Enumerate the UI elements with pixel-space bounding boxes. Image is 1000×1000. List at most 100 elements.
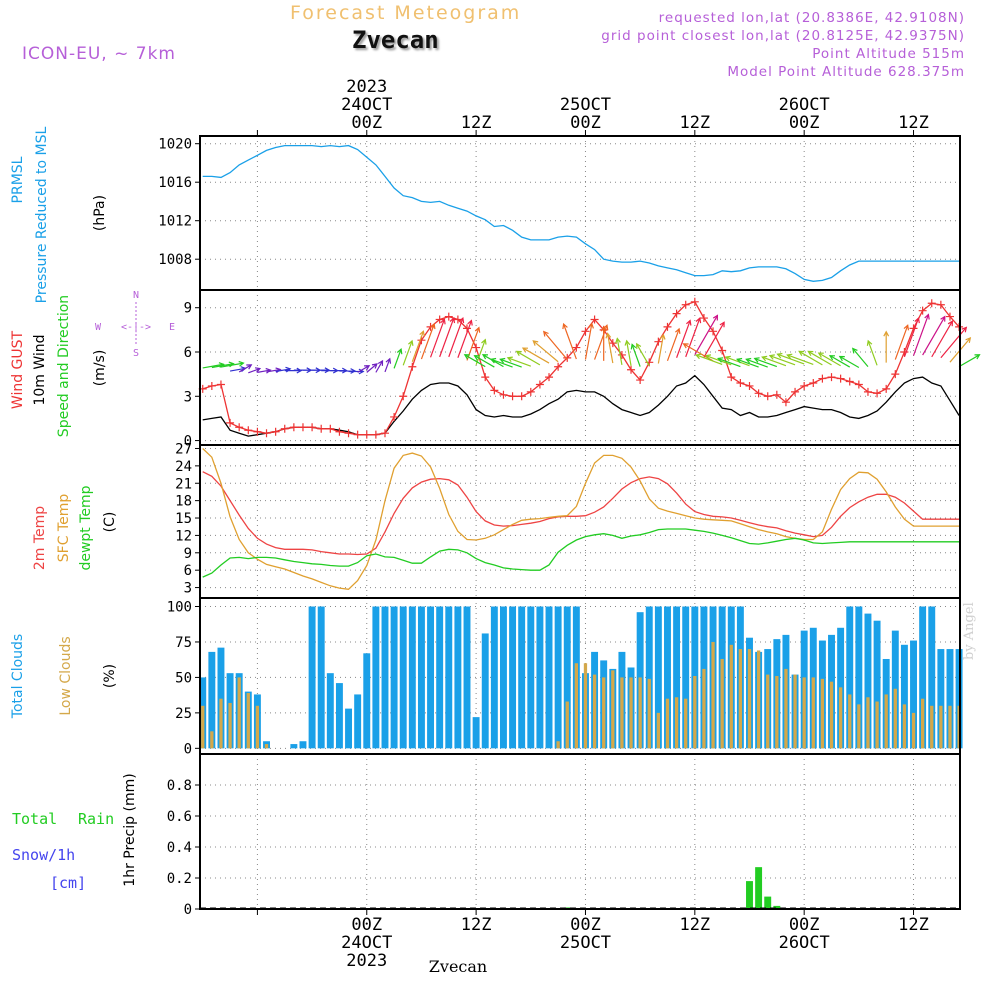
low-cloud-bar: [565, 701, 569, 749]
low-cloud-bar: [766, 674, 770, 749]
gust-marker: [298, 423, 307, 432]
wind-arrow-head: [377, 359, 384, 366]
bottom-time-label: 12Z: [898, 915, 929, 935]
low-cloud-bar: [720, 658, 724, 749]
total-cloud-bar: [472, 717, 480, 749]
total-cloud-bar: [372, 606, 380, 749]
total-cloud-bar: [217, 647, 225, 749]
total-cloud-bar: [846, 606, 854, 749]
total-cloud-bar: [946, 649, 954, 749]
y-tick-label: 0: [184, 434, 192, 450]
compass-n: N: [133, 290, 139, 301]
total-cloud-bar: [490, 606, 498, 749]
wind-arrow: [852, 348, 869, 367]
wind-arrow: [754, 357, 778, 368]
wind-arrow: [393, 349, 402, 369]
wind-arrow-head: [682, 343, 689, 349]
y-tick-label: 9: [184, 301, 192, 317]
wind-arrow: [922, 316, 946, 356]
gust-marker: [608, 339, 617, 348]
low-cloud-bar: [747, 649, 752, 749]
location-title: Zvecan: [352, 26, 439, 54]
gust-marker: [362, 430, 371, 439]
top-time-label: 24OCT: [341, 95, 392, 115]
y-tick-label: 3: [184, 581, 192, 597]
wind-arrow: [931, 320, 953, 358]
wind-arrow-head: [736, 357, 743, 364]
gust-marker: [873, 389, 882, 398]
wind-arrow: [685, 317, 701, 358]
wind-arrow-head: [521, 347, 529, 353]
wind-arrow-head: [695, 317, 702, 324]
gust-marker: [663, 322, 672, 331]
wind-arrow-head: [615, 337, 621, 344]
wind-ylabel-gust: Wind GUST: [10, 330, 26, 409]
wind-ylabel-10m: 10m Wind: [32, 334, 48, 405]
y-tick-label: 9: [184, 546, 192, 562]
gust-marker: [253, 427, 262, 436]
low-cloud-bar: [738, 649, 743, 749]
y-tick-label: 15: [175, 511, 192, 527]
gust-marker: [818, 374, 827, 383]
wind-arrow: [375, 360, 383, 373]
wind-arrow-head: [924, 313, 930, 320]
y-tick-label: 0.2: [167, 871, 192, 887]
low-cloud-bar: [592, 674, 597, 749]
total-cloud-bar: [654, 606, 662, 749]
top-time-label: 26OCT: [779, 95, 830, 115]
total-cloud-bar: [509, 606, 517, 749]
wind-arrow-head: [481, 338, 487, 345]
low-cloud-bar: [656, 712, 661, 749]
total-cloud-bar: [864, 613, 872, 749]
low-cloud-bar: [838, 687, 843, 749]
panel-frame: [199, 444, 961, 599]
wind-arrow: [411, 331, 424, 362]
low-cloud-bar: [784, 668, 788, 749]
wind-arrow: [703, 322, 725, 358]
wind-arrow-head: [408, 339, 414, 346]
y-tick-label: 1020: [158, 137, 192, 153]
low-cloud-bar: [857, 704, 861, 749]
precip-label-total: Total: [12, 810, 57, 828]
wind-arrow-head: [724, 355, 731, 362]
gust-marker: [791, 387, 800, 396]
low-cloud-bar: [583, 663, 588, 749]
wind-arrow: [829, 355, 851, 368]
wind-arrow: [867, 340, 878, 366]
wind-arrow: [636, 343, 650, 367]
gust-marker: [699, 314, 708, 323]
top-time-label: 12Z: [898, 113, 929, 133]
total-cloud-bar: [208, 651, 216, 749]
wind-arrow: [903, 317, 920, 358]
low-cloud-bar: [802, 677, 806, 749]
y-tick-label: 6: [184, 345, 192, 361]
precip-label-snow: Snow/1h: [12, 846, 75, 864]
total-cloud-bar: [873, 620, 881, 749]
gust-marker: [371, 430, 380, 439]
wind-arrow-head: [974, 354, 981, 360]
wind-arrow: [912, 314, 930, 356]
wind-arrow: [357, 365, 370, 373]
total-cloud-bar: [900, 644, 908, 749]
wind-arrow-head: [542, 330, 549, 337]
total-cloud-bar: [399, 606, 407, 749]
wind-arrow-head: [481, 354, 489, 360]
wind-arrow: [696, 354, 723, 365]
wind-arrow-head: [712, 314, 719, 321]
y-tick-label: 100: [167, 600, 192, 616]
wind-arrow-head: [458, 317, 465, 324]
gust-marker: [289, 423, 298, 432]
low-cloud-bar: [620, 677, 624, 749]
bottom-time-label: 12Z: [679, 915, 710, 935]
low-cloud-bar: [820, 678, 825, 749]
wind-arrow: [705, 355, 732, 366]
gust-marker: [736, 379, 745, 387]
wind-ylabel-unit: (m/s): [92, 350, 108, 387]
gust-marker: [280, 424, 289, 433]
total-cloud-bar: [326, 673, 334, 749]
gust-marker: [936, 300, 945, 309]
gust-marker: [444, 312, 453, 321]
wind-arrow-head: [947, 320, 954, 327]
bottom-time-label: 00Z: [351, 915, 382, 935]
